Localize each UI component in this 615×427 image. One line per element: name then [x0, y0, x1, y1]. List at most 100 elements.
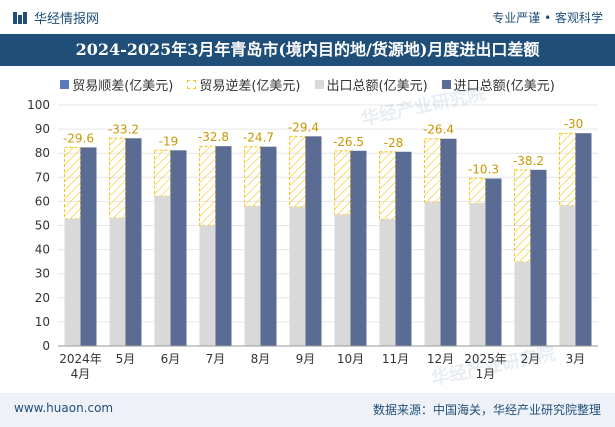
- x-tick-label: 5月: [116, 352, 136, 366]
- x-tick-label: 9月: [296, 352, 316, 366]
- deficit-bar: [109, 137, 126, 219]
- export-bar: [559, 205, 576, 346]
- y-tick-label: 0: [42, 339, 50, 353]
- export-bar: [109, 218, 126, 346]
- export-bar: [64, 218, 81, 346]
- deficit-bar: [289, 135, 306, 208]
- chart-legend: 贸易顺差(亿美元) 贸易逆差(亿美元) 出口总额(亿美元) 进口总额(亿美元): [0, 75, 615, 94]
- deficit-label: -26.4: [423, 123, 454, 137]
- y-tick-label: 70: [35, 170, 50, 184]
- legend-label-import: 进口总额(亿美元): [453, 79, 555, 94]
- x-tick-label: 4月: [71, 367, 91, 381]
- legend-swatch-import: [441, 80, 451, 89]
- deficit-label: -30: [564, 117, 584, 131]
- legend-swatch-deficit: [187, 80, 197, 89]
- import-bar: [125, 138, 142, 346]
- x-tick-label: 10月: [337, 352, 364, 366]
- export-bar: [289, 207, 306, 346]
- deficit-label: -33.2: [108, 122, 139, 136]
- legend-item-import[interactable]: 进口总额(亿美元): [441, 75, 555, 94]
- export-bar: [199, 225, 216, 346]
- legend-label-deficit: 贸易逆差(亿美元): [199, 79, 301, 94]
- legend-item-surplus[interactable]: 贸易顺差(亿美元): [60, 75, 173, 94]
- y-tick-label: 30: [35, 267, 50, 281]
- legend-swatch-export: [314, 80, 324, 89]
- deficit-label: -28: [384, 136, 404, 150]
- deficit-bar: [379, 151, 396, 220]
- deficit-bar: [154, 149, 171, 197]
- legend-label-surplus: 贸易顺差(亿美元): [72, 79, 174, 94]
- import-bar: [440, 138, 457, 346]
- footer-source: 数据来源：中国海关，华经产业研究院整理: [372, 403, 601, 417]
- export-bar: [154, 196, 171, 346]
- deficit-label: -24.7: [243, 131, 274, 145]
- x-tick-label: 2024年: [59, 352, 102, 366]
- export-bar: [424, 202, 441, 346]
- deficit-bar: [199, 145, 216, 226]
- y-axis: 0 10 20 30 40 50 60 70 80 90 100: [27, 98, 50, 353]
- import-bar: [350, 150, 367, 346]
- y-tick-label: 80: [35, 146, 50, 160]
- slogan-tags: 专业严谨 • 客观科学: [492, 11, 603, 25]
- export-bar: [514, 261, 531, 346]
- deficit-label: -29.6: [63, 131, 94, 145]
- x-tick-label: 1月: [476, 367, 496, 381]
- deficit-bar: [334, 150, 351, 216]
- y-tick-label: 20: [35, 291, 50, 305]
- deficit-bar: [424, 138, 441, 203]
- chart-title: 2024-2025年3月年青岛市(境内目的地/货源地)月度进出口差额: [0, 34, 615, 66]
- x-tick-label: 12月: [427, 352, 454, 366]
- y-tick-label: 100: [27, 98, 50, 112]
- bars: [64, 132, 592, 346]
- x-tick-label: 7月: [206, 352, 226, 366]
- legend-item-export[interactable]: 出口总额(亿美元): [314, 75, 428, 94]
- brand-logo-icon: [13, 11, 27, 24]
- data-labels: -29.6 -33.2 -19 -32.8 -24.7 -29.4 -26.5 -28 -26.…: [63, 117, 583, 176]
- legend-label-export: 出口总额(亿美元): [326, 79, 428, 94]
- x-tick-label: 3月: [566, 352, 586, 366]
- export-bar: [334, 214, 351, 346]
- import-bar: [530, 169, 547, 346]
- brand-name: 华经情报网: [34, 12, 100, 27]
- deficit-label: -38.2: [513, 154, 544, 168]
- footer-site[interactable]: www.huaon.com: [14, 401, 114, 415]
- export-bar: [379, 219, 396, 346]
- y-tick-label: 90: [35, 122, 50, 136]
- deficit-label: -32.8: [198, 130, 229, 144]
- import-bar: [260, 146, 277, 346]
- chart-canvas: 0 10 20 30 40 50 60 70 80 90 100 -29.6 -33.2 -19 -32.…: [27, 98, 598, 381]
- x-tick-label: 11月: [382, 352, 409, 366]
- top-bar: 华经情报网 专业严谨 • 客观科学: [0, 0, 615, 34]
- import-bar: [215, 146, 232, 346]
- x-tick-label: 2月: [521, 352, 541, 366]
- import-bar: [485, 178, 502, 346]
- export-bar: [244, 206, 261, 346]
- deficit-bar: [469, 178, 486, 204]
- import-bar: [395, 151, 412, 346]
- import-bar: [575, 133, 592, 346]
- deficit-label: -10.3: [468, 163, 499, 177]
- deficit-bar: [559, 132, 576, 206]
- brand[interactable]: 华经情报网: [12, 8, 99, 27]
- y-tick-label: 50: [35, 219, 50, 233]
- deficit-bar: [514, 169, 531, 263]
- deficit-label: -19: [159, 134, 179, 148]
- deficit-label: -26.5: [333, 135, 364, 149]
- legend-item-deficit[interactable]: 贸易逆差(亿美元): [187, 75, 301, 94]
- y-tick-label: 10: [35, 315, 50, 329]
- import-bar: [305, 136, 322, 346]
- import-bar: [80, 147, 97, 346]
- import-bar: [170, 150, 187, 346]
- deficit-bar: [244, 146, 261, 207]
- x-tick-label: 2025年: [464, 352, 507, 366]
- x-tick-label: 8月: [251, 352, 271, 366]
- deficit-label: -29.4: [288, 120, 319, 134]
- legend-swatch-surplus: [60, 80, 70, 89]
- x-tick-label: 6月: [161, 352, 181, 366]
- y-tick-label: 40: [35, 243, 50, 257]
- footer: www.huaon.com 数据来源：中国海关，华经产业研究院整理: [0, 393, 615, 427]
- export-bar: [469, 203, 486, 346]
- deficit-bar: [64, 146, 81, 220]
- y-tick-label: 60: [35, 194, 50, 208]
